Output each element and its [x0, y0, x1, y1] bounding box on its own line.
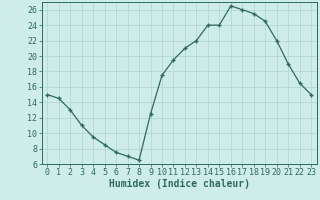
X-axis label: Humidex (Indice chaleur): Humidex (Indice chaleur)	[109, 179, 250, 189]
